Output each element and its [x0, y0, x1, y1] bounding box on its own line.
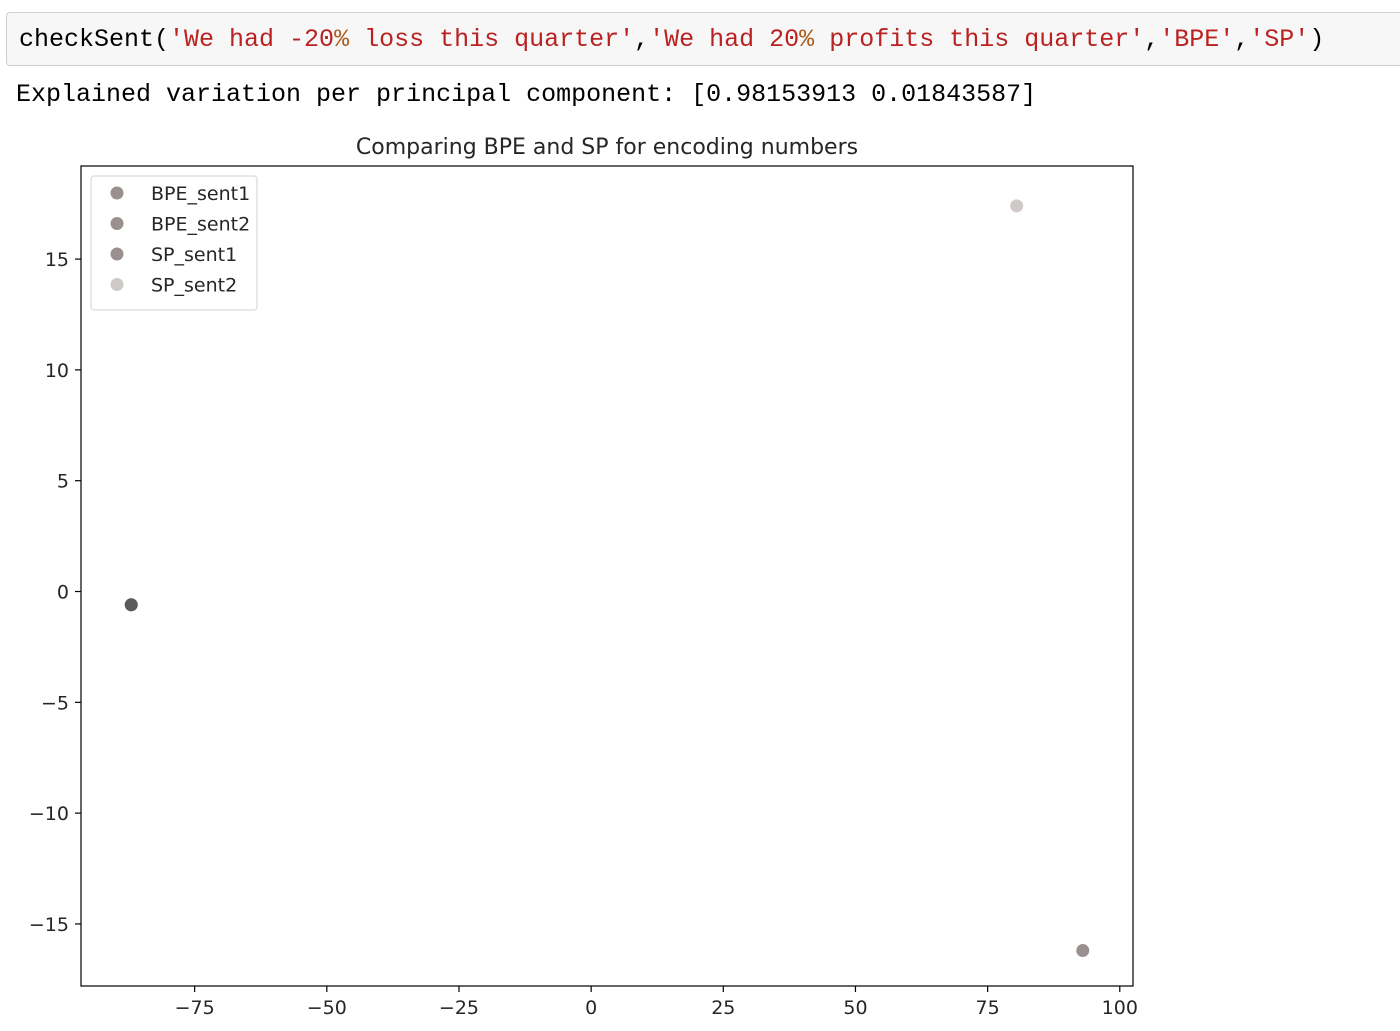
scatter-chart: Comparing BPE and SP for encoding number…	[29, 135, 1138, 1019]
code-arg-2: 'We had 20	[649, 25, 800, 54]
legend-marker	[110, 217, 124, 230]
code-arg-2-rest: profits this quarter'	[814, 25, 1145, 54]
legend-label: BPE_sent1	[151, 183, 250, 205]
legend-label: SP_sent1	[151, 244, 237, 266]
y-tick-label: −5	[41, 692, 69, 714]
chart-title: Comparing BPE and SP for encoding number…	[356, 135, 858, 160]
point-bpe-sent2	[1076, 944, 1090, 958]
y-tick-label: 10	[45, 360, 69, 382]
code-close-paren: )	[1309, 25, 1325, 54]
legend-marker	[110, 247, 124, 261]
plot-frame	[80, 165, 1134, 987]
x-tick-label: 50	[843, 997, 867, 1019]
x-tick-label: −50	[307, 997, 347, 1019]
point-sp-sent2	[1010, 199, 1024, 213]
code-arg-1-rest: loss this quarter'	[349, 25, 635, 54]
y-tick-label: 15	[45, 249, 69, 271]
x-axis: −75 −50 −25 0 25 50 75 100	[175, 986, 1138, 1019]
legend: BPE_sent1 BPE_sent2 SP_sent1 SP_sent2	[90, 175, 258, 311]
x-tick-label: 0	[585, 997, 597, 1019]
code-arg-3: 'BPE'	[1159, 25, 1235, 54]
x-tick-label: 100	[1102, 997, 1138, 1019]
legend-box	[90, 175, 258, 311]
x-tick-label: 75	[976, 997, 1000, 1019]
code-separator: ,	[634, 25, 650, 54]
code-separator: ,	[1144, 25, 1160, 54]
output-text: Explained variation per principal compon…	[16, 80, 1037, 109]
x-tick-label: −75	[175, 997, 215, 1019]
code-arg-1-percent: %	[334, 25, 350, 54]
code-separator: ,	[1234, 25, 1250, 54]
data-points	[124, 199, 1090, 958]
x-tick-label: −25	[439, 997, 479, 1019]
legend-marker	[110, 186, 124, 200]
code-function: checkSent(	[19, 25, 170, 54]
y-tick-label: 0	[57, 582, 69, 604]
point-sp-sent1	[124, 598, 138, 612]
y-tick-label: 5	[57, 471, 69, 493]
code-cell[interactable]: checkSent('We had -20% loss this quarter…	[6, 12, 1400, 66]
x-tick-label: 25	[711, 997, 735, 1019]
legend-label: BPE_sent2	[151, 214, 250, 236]
y-tick-label: −15	[29, 914, 69, 936]
legend-label: SP_sent2	[151, 275, 237, 297]
code-arg-2-percent: %	[799, 25, 815, 54]
code-arg-4: 'SP'	[1249, 25, 1310, 54]
code-arg-1: 'We had -20	[169, 25, 335, 54]
y-axis: −15 −10 −5 0 5 10 15	[29, 249, 81, 936]
y-tick-label: −10	[29, 803, 69, 825]
legend-marker	[110, 278, 124, 291]
